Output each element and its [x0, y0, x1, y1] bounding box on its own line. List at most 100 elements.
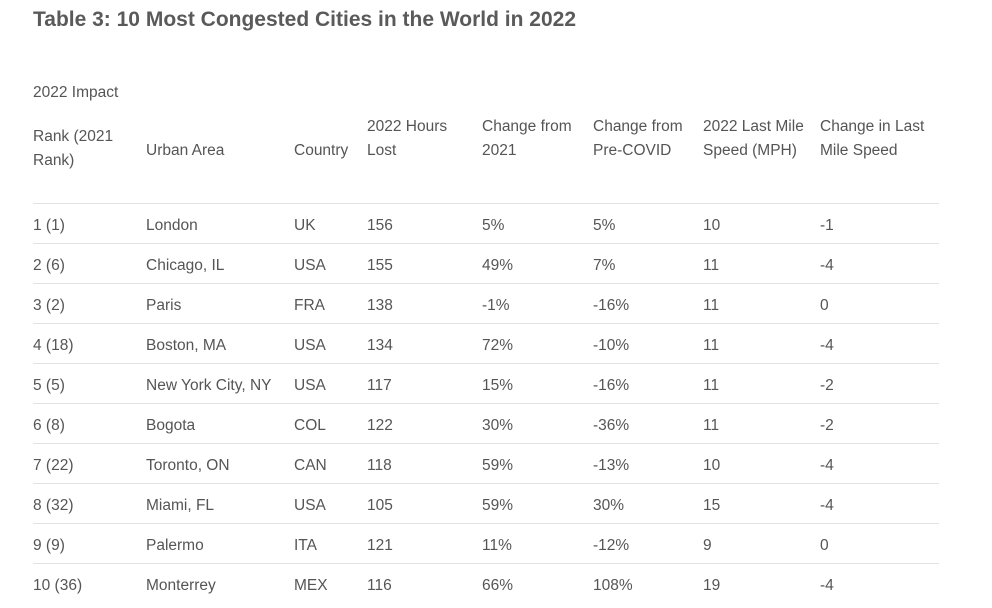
header-urban-area: Urban Area: [146, 139, 224, 163]
cell-change-precovid: -12%: [593, 537, 630, 554]
header-change-2021-line2: 2021: [482, 142, 517, 159]
cell-hours-lost: 122: [367, 417, 393, 434]
cell-urban-area: Monterrey: [146, 577, 216, 594]
cell-last-mile-speed: 11: [703, 257, 720, 274]
cell-change-precovid: -16%: [593, 377, 630, 394]
cell-change-2021: 72%: [482, 337, 514, 354]
header-hours-lost-line1: 2022 Hours: [367, 118, 448, 135]
cell-hours-lost: 117: [367, 377, 392, 394]
table-row: 1 (1) London UK 156 5% 5% 10 -1: [33, 203, 939, 243]
table-row: 6 (8) Bogota COL 122 30% -36% 11 -2: [33, 403, 939, 443]
cell-country: COL: [294, 417, 326, 434]
table-header: Rank (2021 Rank) Urban Area Country 2022…: [33, 115, 939, 203]
cell-rank: 2 (6): [33, 257, 65, 274]
table-row: 2 (6) Chicago, IL USA 155 49% 7% 11 -4: [33, 243, 939, 283]
header-change-precovid: Change from Pre-COVID: [593, 115, 683, 163]
table-row: 4 (18) Boston, MA USA 134 72% -10% 11 -4: [33, 323, 939, 363]
congestion-table: Rank (2021 Rank) Urban Area Country 2022…: [33, 115, 939, 603]
cell-urban-area: Miami, FL: [146, 497, 215, 514]
table-row: 10 (36) Monterrey MEX 116 66% 108% 19 -4: [33, 563, 939, 603]
cell-rank: 8 (32): [33, 497, 74, 514]
cell-hours-lost: 105: [367, 497, 393, 514]
cell-rank: 4 (18): [33, 337, 74, 354]
cell-hours-lost: 121: [367, 537, 393, 554]
cell-change-2021: 59%: [482, 497, 514, 514]
cell-change-2021: 30%: [482, 417, 514, 434]
table-row: 7 (22) Toronto, ON CAN 118 59% -13% 10 -…: [33, 443, 939, 483]
cell-last-mile-speed: 19: [703, 577, 721, 594]
cell-urban-area: New York City, NY: [146, 377, 272, 394]
cell-rank: 5 (5): [33, 377, 65, 394]
table-caption: 2022 Impact: [33, 84, 119, 101]
cell-urban-area: Boston, MA: [146, 337, 227, 354]
cell-hours-lost: 156: [367, 217, 393, 234]
cell-change-2021: -1%: [482, 297, 510, 314]
cell-change-last-mile-speed: -4: [820, 577, 834, 594]
cell-hours-lost: 155: [367, 257, 393, 274]
cell-change-2021: 49%: [482, 257, 514, 274]
cell-last-mile-speed: 10: [703, 457, 721, 474]
cell-country: USA: [294, 497, 326, 514]
header-last-mile-speed-line1: 2022 Last Mile: [703, 118, 804, 135]
table-row: 9 (9) Palermo ITA 121 11% -12% 9 0: [33, 523, 939, 563]
header-hours-lost-line2: Lost: [367, 142, 397, 159]
cell-change-2021: 11%: [482, 537, 512, 554]
cell-rank: 6 (8): [33, 417, 65, 434]
cell-urban-area: Toronto, ON: [146, 457, 230, 474]
cell-hours-lost: 116: [367, 577, 392, 594]
cell-change-last-mile-speed: -4: [820, 457, 834, 474]
cell-change-precovid: 5%: [593, 217, 616, 234]
table-body: 1 (1) London UK 156 5% 5% 10 -1 2 (6) Ch…: [33, 203, 939, 603]
cell-hours-lost: 134: [367, 337, 393, 354]
cell-country: USA: [294, 377, 326, 394]
cell-change-precovid: -10%: [593, 337, 630, 354]
cell-change-last-mile-speed: -2: [820, 377, 834, 394]
header-urban-area-label: Urban Area: [146, 142, 225, 159]
cell-change-precovid: 30%: [593, 497, 625, 514]
cell-rank: 1 (1): [33, 217, 65, 234]
cell-last-mile-speed: 11: [703, 297, 720, 314]
cell-rank: 7 (22): [33, 457, 74, 474]
cell-country: MEX: [294, 577, 328, 594]
header-rank-line2: Rank): [33, 152, 75, 169]
cell-country: ITA: [294, 537, 317, 554]
header-last-mile-speed: 2022 Last Mile Speed (MPH): [703, 115, 804, 163]
cell-country: USA: [294, 257, 326, 274]
cell-country: FRA: [294, 297, 325, 314]
header-change-precovid-line1: Change from: [593, 118, 683, 135]
header-change-2021-line1: Change from: [482, 118, 572, 135]
cell-rank: 9 (9): [33, 537, 65, 554]
cell-country: UK: [294, 217, 316, 234]
cell-change-2021: 66%: [482, 577, 514, 594]
cell-change-precovid: -36%: [593, 417, 630, 434]
cell-change-2021: 5%: [482, 217, 505, 234]
cell-rank: 10 (36): [33, 577, 83, 594]
cell-change-last-mile-speed: 0: [820, 537, 829, 554]
cell-change-precovid: -16%: [593, 297, 630, 314]
cell-last-mile-speed: 10: [703, 217, 721, 234]
header-change-last-mile-speed: Change in Last Mile Speed: [820, 115, 924, 163]
table-title: Table 3: 10 Most Congested Cities in the…: [33, 8, 576, 31]
cell-last-mile-speed: 11: [703, 377, 720, 394]
cell-last-mile-speed: 11: [703, 417, 720, 434]
header-rank-line1: Rank (2021: [33, 128, 114, 145]
cell-hours-lost: 118: [367, 457, 392, 474]
cell-country: CAN: [294, 457, 327, 474]
cell-last-mile-speed: 15: [703, 497, 721, 514]
cell-urban-area: Paris: [146, 297, 182, 314]
cell-change-last-mile-speed: -2: [820, 417, 834, 434]
cell-change-2021: 15%: [482, 377, 514, 394]
table-row: 5 (5) New York City, NY USA 117 15% -16%…: [33, 363, 939, 403]
header-country-label: Country: [294, 142, 349, 159]
cell-change-2021: 59%: [482, 457, 514, 474]
cell-urban-area: Chicago, IL: [146, 257, 225, 274]
cell-urban-area: Bogota: [146, 417, 196, 434]
cell-rank: 3 (2): [33, 297, 65, 314]
table-row: 3 (2) Paris FRA 138 -1% -16% 11 0: [33, 283, 939, 323]
cell-change-last-mile-speed: -4: [820, 257, 834, 274]
header-rank: Rank (2021 Rank): [33, 125, 113, 173]
cell-country: USA: [294, 337, 326, 354]
cell-hours-lost: 138: [367, 297, 393, 314]
cell-change-last-mile-speed: 0: [820, 297, 829, 314]
cell-urban-area: London: [146, 217, 198, 234]
